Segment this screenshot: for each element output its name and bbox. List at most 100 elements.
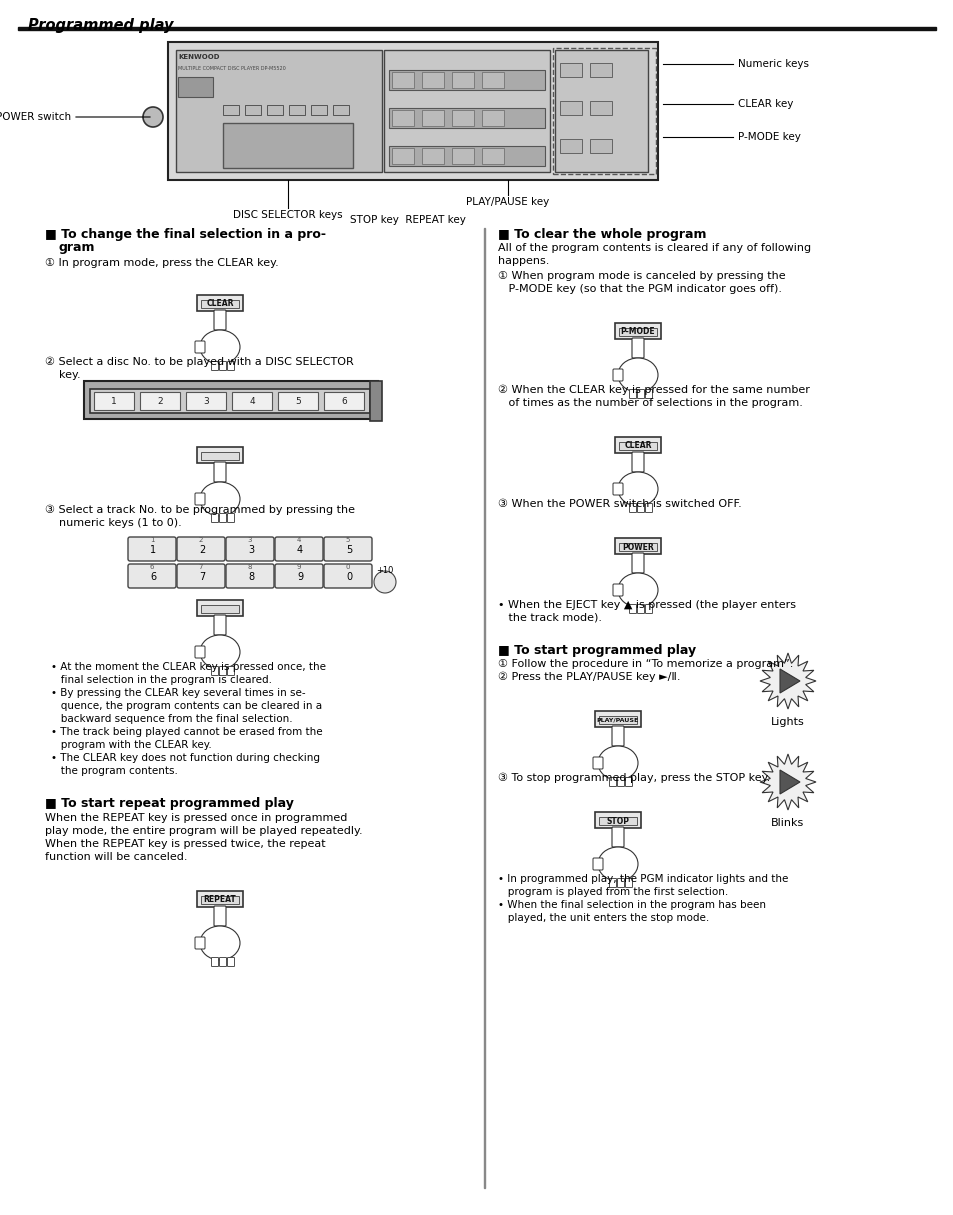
Text: All of the program contents is cleared if any of following: All of the program contents is cleared i… bbox=[497, 243, 810, 253]
Bar bbox=[618, 442, 657, 450]
FancyBboxPatch shape bbox=[629, 605, 636, 614]
Text: 5: 5 bbox=[345, 537, 350, 543]
Text: gram: gram bbox=[59, 241, 95, 254]
FancyBboxPatch shape bbox=[625, 878, 632, 887]
Text: 5: 5 bbox=[346, 546, 352, 555]
Text: the track mode).: the track mode). bbox=[497, 614, 601, 623]
Text: CLEAR: CLEAR bbox=[623, 441, 651, 451]
FancyBboxPatch shape bbox=[227, 957, 234, 966]
Ellipse shape bbox=[200, 635, 240, 669]
FancyBboxPatch shape bbox=[274, 564, 323, 588]
Polygon shape bbox=[760, 755, 815, 810]
FancyBboxPatch shape bbox=[609, 778, 616, 786]
Text: 4: 4 bbox=[296, 537, 301, 543]
FancyBboxPatch shape bbox=[593, 858, 602, 870]
FancyBboxPatch shape bbox=[212, 667, 218, 676]
Text: Numeric keys: Numeric keys bbox=[738, 60, 808, 69]
Text: Blinks: Blinks bbox=[771, 818, 803, 827]
Text: ② Press the PLAY/PAUSE key ►/Ⅱ.: ② Press the PLAY/PAUSE key ►/Ⅱ. bbox=[497, 672, 679, 683]
Text: • When the final selection in the program has been: • When the final selection in the progra… bbox=[497, 900, 765, 910]
FancyBboxPatch shape bbox=[645, 605, 652, 614]
Text: final selection in the program is cleared.: final selection in the program is cleare… bbox=[51, 676, 272, 685]
Bar bbox=[598, 816, 637, 825]
Bar bbox=[391, 148, 414, 164]
FancyBboxPatch shape bbox=[196, 600, 243, 616]
Text: 1: 1 bbox=[150, 546, 156, 555]
Text: CLEAR: CLEAR bbox=[206, 300, 233, 309]
Text: • The CLEAR key does not function during checking: • The CLEAR key does not function during… bbox=[51, 753, 319, 763]
Bar bbox=[553, 49, 656, 174]
Ellipse shape bbox=[598, 746, 638, 780]
Text: 9: 9 bbox=[296, 572, 303, 582]
Bar bbox=[590, 139, 612, 153]
Text: 7: 7 bbox=[198, 564, 203, 570]
Bar bbox=[245, 104, 261, 115]
Text: play mode, the entire program will be played repeatedly.: play mode, the entire program will be pl… bbox=[45, 826, 362, 836]
FancyBboxPatch shape bbox=[274, 537, 323, 561]
Text: PLAY/PAUSE: PLAY/PAUSE bbox=[597, 718, 639, 723]
Bar bbox=[175, 50, 381, 173]
Bar bbox=[324, 392, 364, 409]
Text: 2: 2 bbox=[157, 397, 163, 407]
FancyBboxPatch shape bbox=[226, 537, 274, 561]
Bar bbox=[370, 382, 381, 422]
FancyBboxPatch shape bbox=[324, 564, 372, 588]
FancyBboxPatch shape bbox=[625, 778, 632, 786]
FancyBboxPatch shape bbox=[613, 584, 622, 597]
Bar bbox=[451, 111, 473, 126]
Bar bbox=[421, 148, 443, 164]
FancyBboxPatch shape bbox=[613, 369, 622, 382]
FancyBboxPatch shape bbox=[128, 564, 175, 588]
FancyBboxPatch shape bbox=[219, 514, 226, 522]
Text: 6: 6 bbox=[150, 572, 156, 582]
Text: ③ Select a track No. to be programmed by pressing the: ③ Select a track No. to be programmed by… bbox=[45, 505, 355, 515]
FancyBboxPatch shape bbox=[595, 711, 640, 727]
Bar bbox=[481, 111, 503, 126]
Text: ③ To stop programmed play, press the STOP key.: ③ To stop programmed play, press the STO… bbox=[497, 773, 769, 784]
Bar bbox=[618, 543, 657, 550]
Text: 0: 0 bbox=[346, 572, 352, 582]
FancyBboxPatch shape bbox=[593, 757, 602, 769]
Bar bbox=[84, 382, 377, 419]
FancyBboxPatch shape bbox=[196, 295, 243, 311]
Text: ■ To change the final selection in a pro-: ■ To change the final selection in a pro… bbox=[45, 228, 326, 241]
Bar bbox=[421, 111, 443, 126]
FancyBboxPatch shape bbox=[615, 538, 660, 554]
Text: ① In program mode, press the CLEAR key.: ① In program mode, press the CLEAR key. bbox=[45, 258, 278, 269]
FancyBboxPatch shape bbox=[227, 667, 234, 676]
Text: 7: 7 bbox=[198, 572, 205, 582]
Text: function will be canceled.: function will be canceled. bbox=[45, 852, 188, 861]
Bar bbox=[555, 50, 647, 173]
FancyBboxPatch shape bbox=[629, 503, 636, 513]
Bar bbox=[559, 139, 581, 153]
Bar bbox=[277, 392, 317, 409]
Bar bbox=[388, 146, 545, 166]
FancyBboxPatch shape bbox=[612, 827, 623, 847]
Bar bbox=[590, 63, 612, 77]
FancyBboxPatch shape bbox=[227, 514, 234, 522]
FancyBboxPatch shape bbox=[212, 362, 218, 371]
FancyBboxPatch shape bbox=[194, 493, 205, 505]
Text: 3: 3 bbox=[248, 546, 253, 555]
Bar bbox=[267, 104, 283, 115]
FancyBboxPatch shape bbox=[629, 390, 636, 399]
Text: played, the unit enters the stop mode.: played, the unit enters the stop mode. bbox=[497, 912, 708, 923]
Text: 3: 3 bbox=[203, 397, 209, 407]
FancyBboxPatch shape bbox=[212, 957, 218, 966]
Text: happens.: happens. bbox=[497, 256, 549, 266]
Bar bbox=[421, 72, 443, 87]
Text: ③ When the POWER switch is switched OFF.: ③ When the POWER switch is switched OFF. bbox=[497, 499, 741, 509]
Text: KENWOOD: KENWOOD bbox=[178, 53, 219, 60]
FancyBboxPatch shape bbox=[613, 484, 622, 495]
FancyBboxPatch shape bbox=[196, 891, 243, 908]
Text: quence, the program contents can be cleared in a: quence, the program contents can be clea… bbox=[51, 701, 322, 711]
Text: backward sequence from the final selection.: backward sequence from the final selecti… bbox=[51, 714, 293, 724]
Polygon shape bbox=[760, 652, 815, 710]
FancyBboxPatch shape bbox=[226, 564, 274, 588]
Bar bbox=[481, 148, 503, 164]
Text: ① When program mode is canceled by pressing the: ① When program mode is canceled by press… bbox=[497, 271, 785, 281]
FancyBboxPatch shape bbox=[213, 310, 226, 330]
Bar bbox=[391, 72, 414, 87]
Bar bbox=[18, 27, 935, 30]
FancyBboxPatch shape bbox=[617, 778, 624, 786]
